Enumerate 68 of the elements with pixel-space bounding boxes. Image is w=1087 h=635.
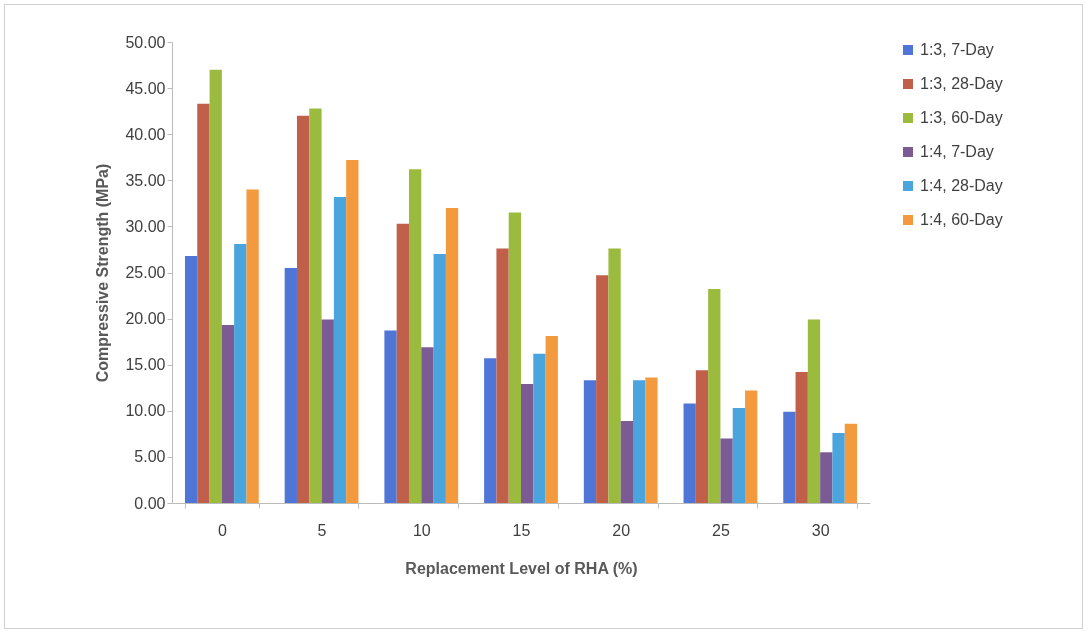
legend-label: 1:3, 60-Day <box>920 109 1003 126</box>
x-tick-label: 0 <box>217 521 227 539</box>
legend-label: 1:3, 7-Day <box>920 41 994 58</box>
bar <box>221 325 235 503</box>
bar <box>246 189 259 503</box>
x-tick-label: 25 <box>712 521 730 539</box>
legend-label: 1:4, 28-Day <box>920 177 1003 194</box>
y-tick-label: 0.00 <box>134 494 166 512</box>
bar <box>745 390 758 503</box>
bar <box>496 248 509 503</box>
bar <box>333 196 347 503</box>
bar <box>720 438 733 503</box>
bar <box>346 160 359 503</box>
bar <box>620 420 634 503</box>
bar <box>209 69 222 503</box>
bar <box>783 411 796 503</box>
bar <box>445 207 459 503</box>
y-tick-label: 5.00 <box>134 448 166 466</box>
y-axis-title: Compressive Strength (MPa) <box>94 163 112 383</box>
bar <box>596 275 609 503</box>
bar <box>795 372 808 503</box>
bar <box>197 103 210 503</box>
y-tick-label: 10.00 <box>125 402 166 420</box>
bar <box>421 347 434 503</box>
bar <box>384 330 397 503</box>
y-tick-label: 40.00 <box>125 125 166 143</box>
bar <box>583 380 597 503</box>
y-tick-label: 45.00 <box>125 79 166 97</box>
legend-label: 1:3, 28-Day <box>920 75 1003 92</box>
bar <box>321 319 334 503</box>
bar <box>708 289 721 503</box>
bar <box>645 377 658 503</box>
bar <box>484 358 497 503</box>
bar <box>545 336 558 503</box>
bar <box>234 243 247 503</box>
bar <box>433 254 446 503</box>
bar <box>533 353 546 503</box>
y-tick-label: 30.00 <box>125 217 166 235</box>
bar <box>309 108 322 503</box>
bar <box>732 408 746 503</box>
y-tick-label: 35.00 <box>125 171 166 189</box>
legend-label: 1:4, 7-Day <box>920 143 994 160</box>
bar <box>844 423 858 503</box>
bar <box>408 169 422 503</box>
x-tick-label: 5 <box>317 521 327 539</box>
bar <box>296 115 310 503</box>
x-axis-title: Replacement Level of RHA (%) <box>405 559 638 577</box>
x-tick-label: 20 <box>612 521 631 539</box>
bar <box>820 452 833 503</box>
bar <box>521 384 534 503</box>
bar <box>508 212 521 503</box>
y-tick-label: 20.00 <box>125 310 166 328</box>
bar <box>608 248 621 503</box>
bar <box>807 319 821 503</box>
bar <box>695 370 709 503</box>
x-tick-label: 15 <box>512 521 531 539</box>
bar <box>396 223 409 503</box>
bar <box>832 432 845 503</box>
y-tick-label: 50.00 <box>125 33 166 51</box>
y-tick-label: 15.00 <box>125 356 166 374</box>
bar <box>683 403 696 503</box>
bar <box>284 267 297 503</box>
bar <box>184 255 198 503</box>
x-tick-label: 10 <box>412 521 431 539</box>
bar <box>633 380 646 503</box>
legend-label: 1:4, 60-Day <box>920 211 1003 228</box>
y-tick-label: 25.00 <box>125 264 166 281</box>
x-tick-label: 30 <box>811 521 830 539</box>
